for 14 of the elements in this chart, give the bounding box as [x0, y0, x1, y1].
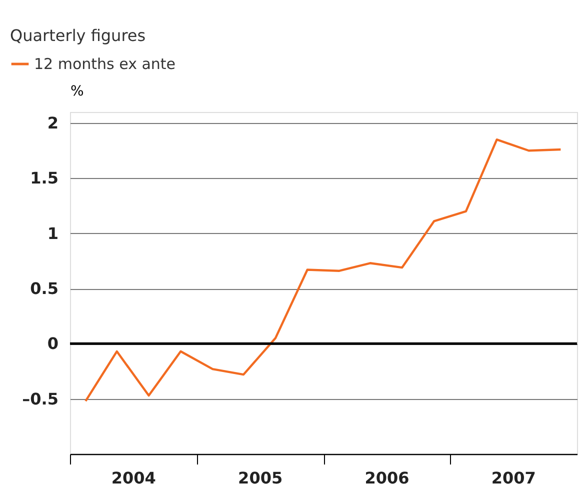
x-tick-label: 2004: [111, 468, 156, 488]
x-tick-label: 2007: [491, 468, 536, 488]
legend-label: 12 months ex ante: [34, 55, 176, 73]
line-series: [84, 138, 562, 402]
y-tick-label: –0.5: [22, 389, 58, 408]
x-tick-label: 2006: [364, 468, 410, 488]
y-tick-label: 0.5: [30, 279, 58, 298]
x-tick-label: 2005: [238, 468, 283, 488]
y-axis-title: %: [70, 84, 84, 100]
y-tick-label: 1.5: [30, 168, 58, 188]
y-tick-label: 0: [47, 334, 58, 354]
y-tick-label: 1: [47, 224, 58, 243]
chart-title: Quarterly figures: [10, 26, 146, 45]
y-tick-label: 2: [47, 114, 58, 133]
